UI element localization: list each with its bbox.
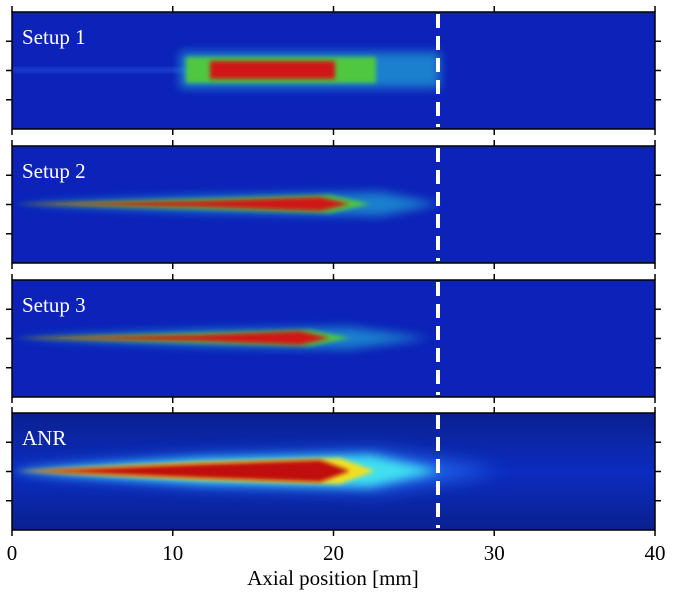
panel-label: Setup 2 (22, 159, 86, 183)
plume-core (210, 61, 335, 79)
plume-core (20, 331, 330, 345)
x-axis-label: Axial position [mm] (247, 566, 419, 590)
x-tick-label: 20 (323, 541, 344, 565)
panel-label: Setup 1 (22, 25, 86, 49)
panel: Setup 3 (6, 274, 661, 403)
panel: Setup 1 (6, 6, 661, 135)
signal-trace (12, 68, 192, 72)
panel: ANR (6, 407, 661, 536)
panel-label: ANR (22, 426, 66, 450)
x-tick-label: 10 (162, 541, 183, 565)
plume-core (30, 460, 350, 482)
x-tick-label: 30 (484, 541, 505, 565)
panel-label: Setup 3 (22, 293, 86, 317)
x-tick-label: 40 (645, 541, 666, 565)
plume-core (18, 197, 350, 211)
panel: Setup 2 (6, 140, 661, 269)
x-tick-label: 0 (7, 541, 18, 565)
